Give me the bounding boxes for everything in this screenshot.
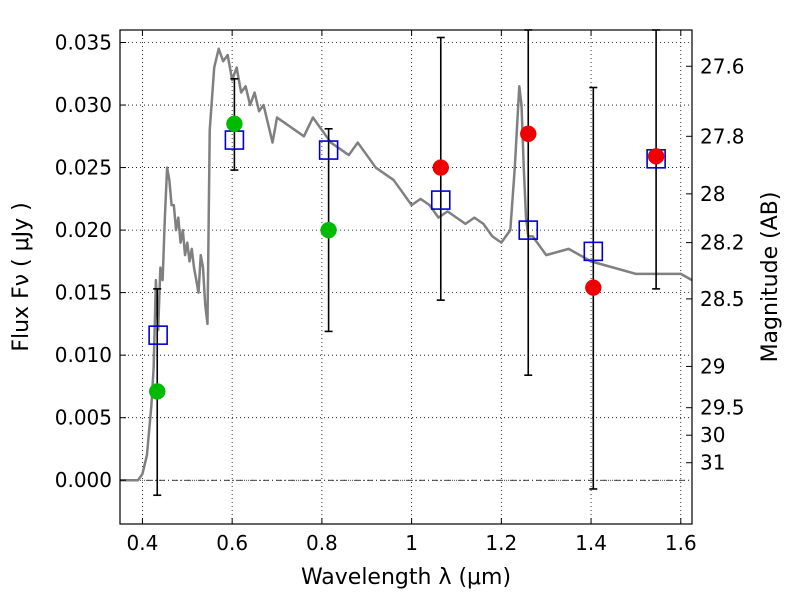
y2-tick-label: 27.8	[700, 124, 745, 148]
y-tick-label: 0.015	[55, 281, 112, 305]
y2-tick-label: 29	[700, 354, 725, 378]
x-axis-label: Wavelength λ (μm)	[301, 565, 511, 590]
y-tick-label: 0.010	[55, 343, 112, 367]
observed-points	[148, 115, 665, 400]
model-photometry-square	[430, 190, 451, 210]
model-photometry-square	[318, 140, 339, 160]
observed-flux-point	[320, 221, 337, 239]
model-photometry-square	[148, 325, 168, 345]
y2-tick-label: 28.2	[700, 231, 745, 255]
observed-flux-point	[432, 159, 450, 176]
y-tick-label: 0.030	[55, 93, 112, 117]
grid	[120, 30, 692, 524]
x-tick-label: 0.6	[216, 531, 248, 555]
y2-tick-label: 28	[700, 182, 725, 206]
x-tick-label: 1.2	[485, 531, 517, 555]
spectrum-line	[120, 47, 693, 482]
observed-flux-point	[585, 279, 602, 296]
model-photometry-square	[583, 241, 604, 262]
y-tick-label: 0.035	[55, 31, 112, 55]
y-tick-label: 0.025	[55, 156, 112, 180]
observed-flux-point	[520, 125, 537, 143]
y2-tick-label: 29.5	[700, 396, 745, 420]
y-tick-label: 0.005	[55, 406, 112, 430]
y-axis-label: Flux Fν ( μJy )	[9, 202, 34, 351]
x-tick-label: 1.4	[575, 531, 607, 555]
model-photometry	[148, 130, 666, 345]
y2-axis-label: Magnitude (AB)	[758, 192, 783, 363]
y2-tick-label: 28.5	[700, 287, 745, 311]
x-tick-label: 1	[405, 531, 418, 555]
y-tick-label: 0.000	[55, 468, 112, 492]
x-tick-label: 1.6	[665, 531, 697, 555]
observed-flux-point	[226, 115, 243, 133]
model-spectrum	[120, 47, 693, 482]
model-photometry-square	[518, 220, 539, 240]
y-tick-label: 0.020	[55, 218, 112, 242]
y2-tick-label: 27.6	[700, 54, 745, 78]
x-tick-label: 0.4	[127, 531, 159, 555]
error-bars	[153, 29, 661, 497]
observed-flux-point	[647, 148, 665, 165]
ticks: 0.4 0.6 0.8 1 1.2 1.4 1.6 0.000 0.005 0.010 0.015 0…	[55, 30, 745, 555]
observed-flux-point	[148, 383, 166, 400]
x-tick-label: 0.8	[306, 531, 338, 555]
plot-frame	[119, 29, 693, 525]
y2-tick-label: 30	[700, 423, 725, 447]
y2-tick-label: 31	[700, 451, 725, 475]
